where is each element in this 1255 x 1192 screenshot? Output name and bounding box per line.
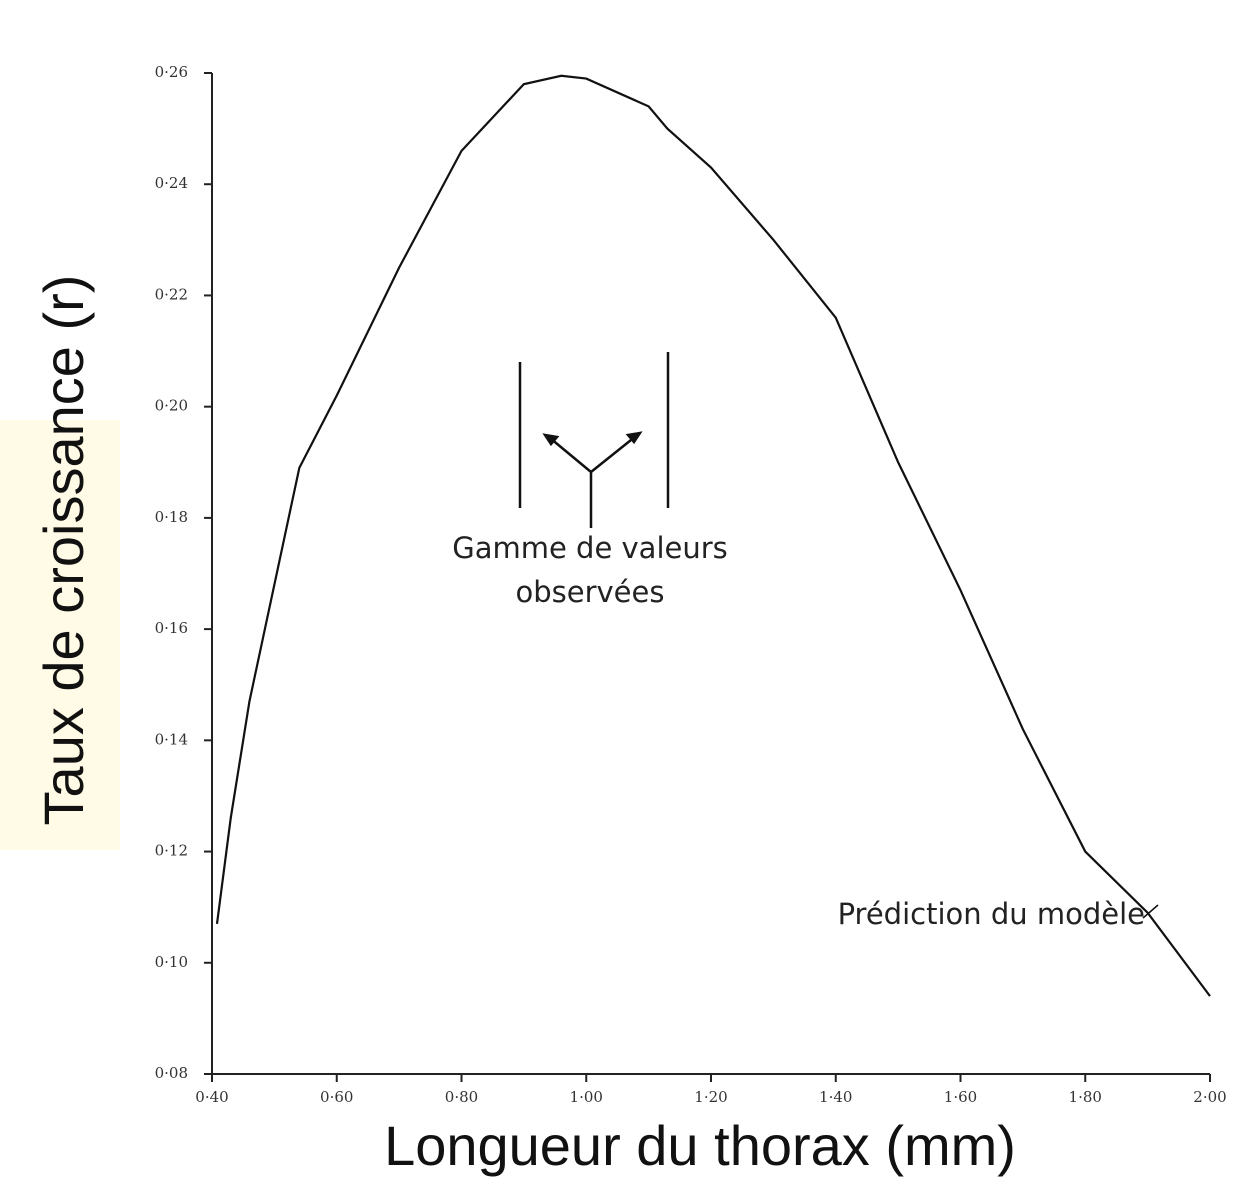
range-marker xyxy=(518,352,670,528)
y-tick-label: 0·18 xyxy=(155,508,188,526)
y-tick-label: 0·10 xyxy=(155,953,188,971)
y-tick-label: 0·14 xyxy=(155,730,188,748)
x-tick-label: 0·80 xyxy=(445,1088,478,1106)
annotation: observées xyxy=(516,575,665,609)
x-tick-label: 1·60 xyxy=(944,1088,977,1106)
y-tick-label: 0·20 xyxy=(155,397,188,415)
x-tick-label: 1·40 xyxy=(819,1088,852,1106)
y-tick-label: 0·16 xyxy=(155,619,188,637)
x-tick-label: 1·20 xyxy=(694,1088,727,1106)
x-axis-label: Longueur du thorax (mm) xyxy=(384,1114,1016,1177)
y-tick-label: 0·24 xyxy=(155,174,188,192)
annotation-pointer xyxy=(1142,904,1159,919)
y-axis-label: Taux de croissance (r) xyxy=(32,275,95,826)
y-tick-label: 0·12 xyxy=(155,842,188,860)
x-tick-label: 0·60 xyxy=(320,1088,353,1106)
annotation: Gamme de valeurs xyxy=(452,531,728,565)
y-tick-label: 0·08 xyxy=(155,1064,188,1082)
background-strip xyxy=(0,420,120,850)
y-tick-label: 0·26 xyxy=(155,63,188,81)
x-tick-label: 1·00 xyxy=(570,1088,603,1106)
annotation: Prédiction du modèle xyxy=(838,897,1145,931)
curve xyxy=(215,74,1211,997)
x-tick-label: 0·40 xyxy=(195,1088,228,1106)
x-tick-label: 1·80 xyxy=(1069,1088,1102,1106)
y-tick-label: 0·22 xyxy=(155,285,188,303)
x-tick-label: 2·00 xyxy=(1193,1088,1226,1106)
